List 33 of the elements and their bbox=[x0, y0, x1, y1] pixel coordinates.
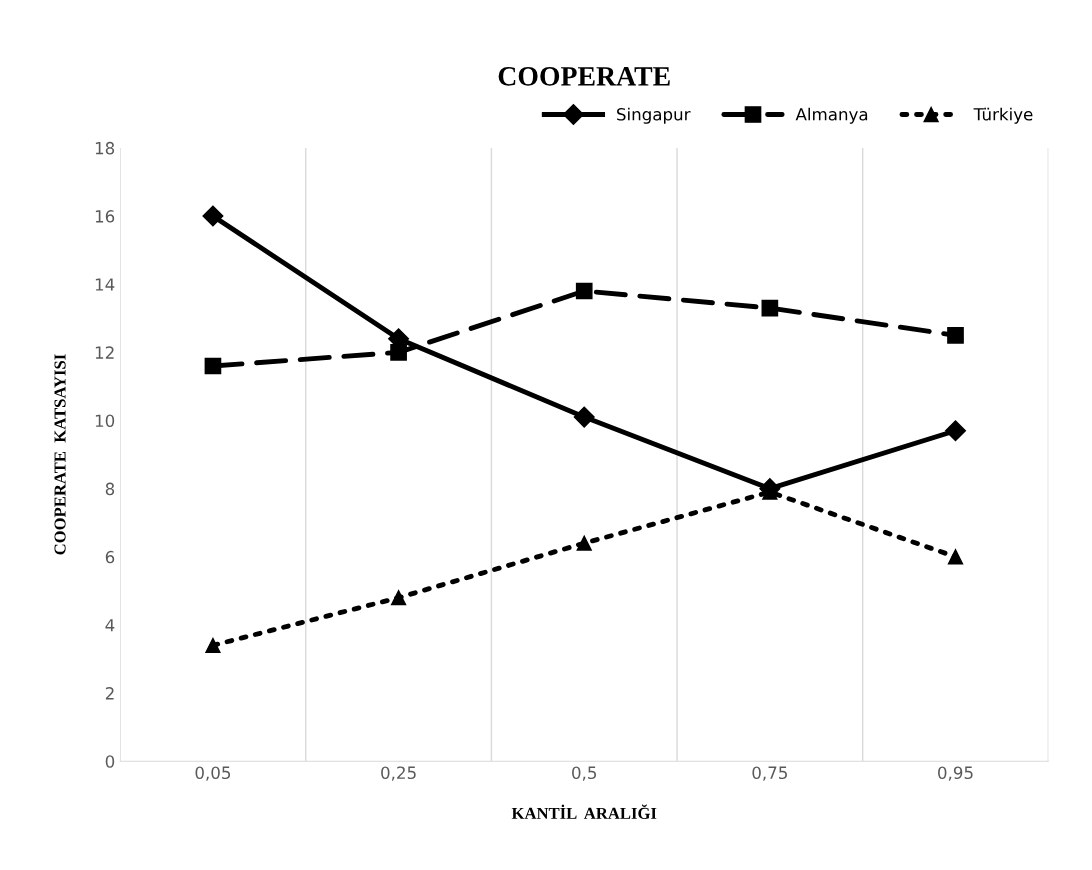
legend-label: Almanya bbox=[795, 107, 868, 124]
point bbox=[761, 299, 779, 317]
point bbox=[576, 535, 592, 551]
chart-title: COOPERATE bbox=[498, 67, 670, 86]
y-tick-label: 2 bbox=[105, 687, 114, 700]
point bbox=[575, 282, 593, 300]
y-tick-label: 8 bbox=[105, 482, 115, 496]
point bbox=[202, 205, 224, 227]
y-tick-label: 6 bbox=[105, 550, 115, 564]
x-tick-label: 0,5 bbox=[572, 766, 597, 781]
x-tick-label: 0,75 bbox=[752, 766, 787, 781]
y-tick-label: 18 bbox=[95, 141, 115, 155]
y-tick-label: 10 bbox=[95, 414, 115, 428]
x-tick-label: 0,25 bbox=[381, 766, 416, 781]
y-axis-title: COOPERATE KATSAYISI bbox=[54, 354, 66, 555]
point bbox=[947, 326, 964, 344]
x-axis-title: KANTİL ARALIĞI bbox=[511, 804, 657, 819]
y-tick-label: 16 bbox=[95, 210, 115, 223]
point bbox=[944, 420, 967, 442]
x-tick-label: 0,05 bbox=[195, 766, 231, 781]
y-tick-label: 14 bbox=[95, 278, 115, 291]
point bbox=[390, 344, 407, 361]
x-tick-label: 0,95 bbox=[938, 766, 973, 781]
legend-label: Singapur bbox=[617, 107, 691, 124]
point bbox=[390, 590, 407, 606]
legend-label: Türkiye bbox=[973, 107, 1033, 124]
point bbox=[205, 637, 221, 654]
y-tick-label: 12 bbox=[95, 346, 114, 359]
y-tick-label: 0 bbox=[105, 755, 115, 768]
y-tick-label: 4 bbox=[105, 619, 115, 632]
point bbox=[947, 549, 964, 565]
point bbox=[573, 406, 595, 428]
point bbox=[204, 357, 222, 375]
